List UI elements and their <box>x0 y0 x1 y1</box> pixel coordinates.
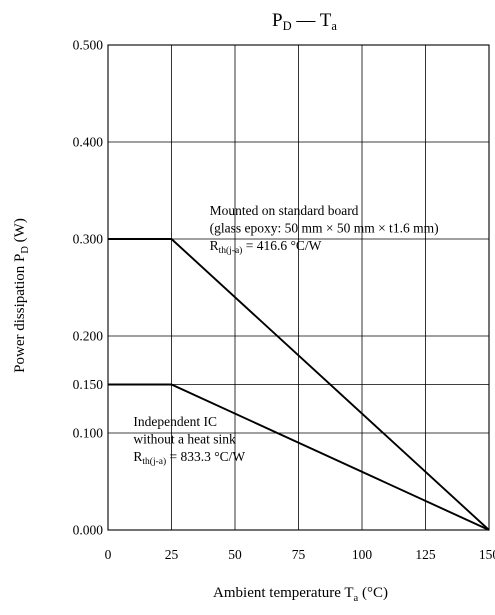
annotations: Mounted on standard board (glass epoxy: 5… <box>133 203 438 467</box>
y-axis-title: Power dissipation PD (W) <box>12 218 31 373</box>
series-line-1 <box>108 238 490 531</box>
x-axis-title: Ambient temperature Ta (°C) <box>213 585 388 604</box>
y-tick-label: 0.400 <box>73 135 104 150</box>
x-tick-label: 25 <box>165 547 179 562</box>
annotation-2: Independent IC without a heat sink Rth(j-a… <box>133 414 245 467</box>
y-tick-label: 0.300 <box>73 232 104 247</box>
annotation-line: without a heat sink <box>133 432 236 447</box>
annotation-line: Independent IC <box>133 414 217 429</box>
series-group <box>108 238 490 531</box>
y-tick-label: 0.000 <box>73 523 104 538</box>
tick-labels: 0 25 50 75 100 125 150 0.000 0.100 0.150 0.200 0.30… <box>73 38 495 563</box>
x-tick-label: 100 <box>352 547 373 562</box>
x-tick-label: 125 <box>415 547 436 562</box>
annotation-line: Rth(j-a) = 416.6 °C/W <box>210 238 322 256</box>
y-tick-label: 0.150 <box>73 377 104 392</box>
annotation-line: Mounted on standard board <box>210 203 359 218</box>
x-tick-label: 50 <box>228 547 242 562</box>
x-tick-label: 0 <box>105 547 112 562</box>
y-tick-label: 0.200 <box>73 329 104 344</box>
titles: PD — Ta Ambient temperature Ta (°C) Power … <box>12 10 388 604</box>
plot-frame <box>107 44 490 531</box>
annotation-line: (glass epoxy: 50 mm × 50 mm × t1.6 mm) <box>210 220 439 235</box>
y-tick-label: 0.100 <box>73 426 104 441</box>
y-tick-label: 0.500 <box>73 38 104 53</box>
chart-title: PD — Ta <box>272 10 337 33</box>
annotation-line: Rth(j-a) = 833.3 °C/W <box>133 449 245 467</box>
x-tick-label: 75 <box>292 547 306 562</box>
series-line-2 <box>108 383 490 531</box>
x-tick-label: 150 <box>479 547 495 562</box>
annotation-1: Mounted on standard board (glass epoxy: 5… <box>210 203 439 256</box>
